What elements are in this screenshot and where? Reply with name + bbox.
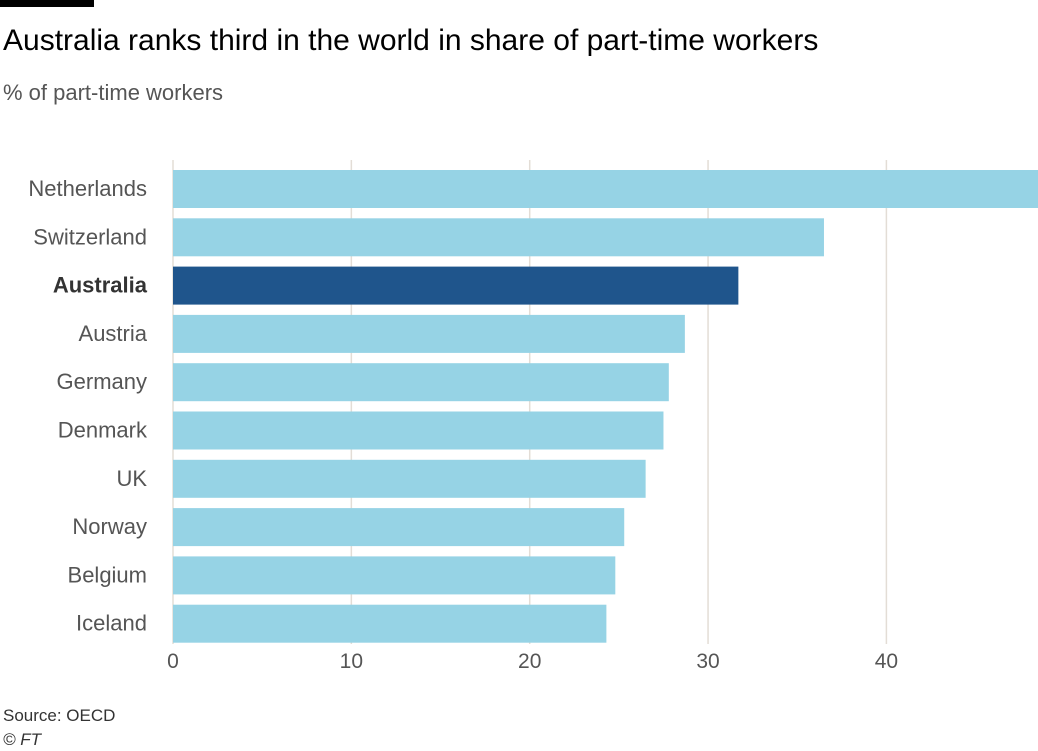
bar-uk (173, 459, 646, 498)
category-label-austria: Austria (79, 321, 148, 346)
category-label-norway: Norway (72, 514, 147, 539)
x-tick-label-30: 30 (696, 650, 719, 673)
x-tick-layer: 0 10 20 30 40 (167, 650, 898, 673)
bar-netherlands (173, 170, 1038, 208)
bar-denmark (173, 411, 664, 450)
bar-chart: Netherlands Switzerland Australia Austria Ge… (28, 160, 1038, 673)
bar-switzerland (173, 218, 824, 257)
bar-austria (173, 314, 685, 353)
bar-belgium (173, 556, 616, 595)
category-label-australia: Australia (53, 273, 148, 298)
category-label-switzerland: Switzerland (33, 224, 147, 249)
x-tick-label-10: 10 (340, 650, 363, 673)
bar-germany (173, 363, 669, 402)
chart-subtitle: % of part-time workers (3, 80, 224, 105)
category-label-denmark: Denmark (58, 418, 148, 443)
bar-layer (173, 170, 1038, 643)
bar-norway (173, 508, 625, 547)
x-tick-label-0: 0 (167, 650, 179, 673)
category-label-netherlands: Netherlands (28, 176, 147, 201)
category-label-layer: Netherlands Switzerland Australia Austria Ge… (28, 176, 148, 636)
source-note: Source: OECD (3, 706, 116, 725)
category-label-belgium: Belgium (68, 562, 147, 587)
copyright-credit: © FT (3, 730, 42, 749)
bar-australia (173, 266, 739, 305)
category-label-iceland: Iceland (76, 611, 147, 636)
category-label-uk: UK (116, 466, 147, 491)
top-rule (0, 0, 94, 7)
bar-iceland (173, 604, 607, 643)
chart-title: Australia ranks third in the world in sh… (3, 24, 819, 57)
category-label-germany: Germany (57, 369, 147, 394)
x-tick-label-20: 20 (518, 650, 541, 673)
x-tick-label-40: 40 (875, 650, 898, 673)
